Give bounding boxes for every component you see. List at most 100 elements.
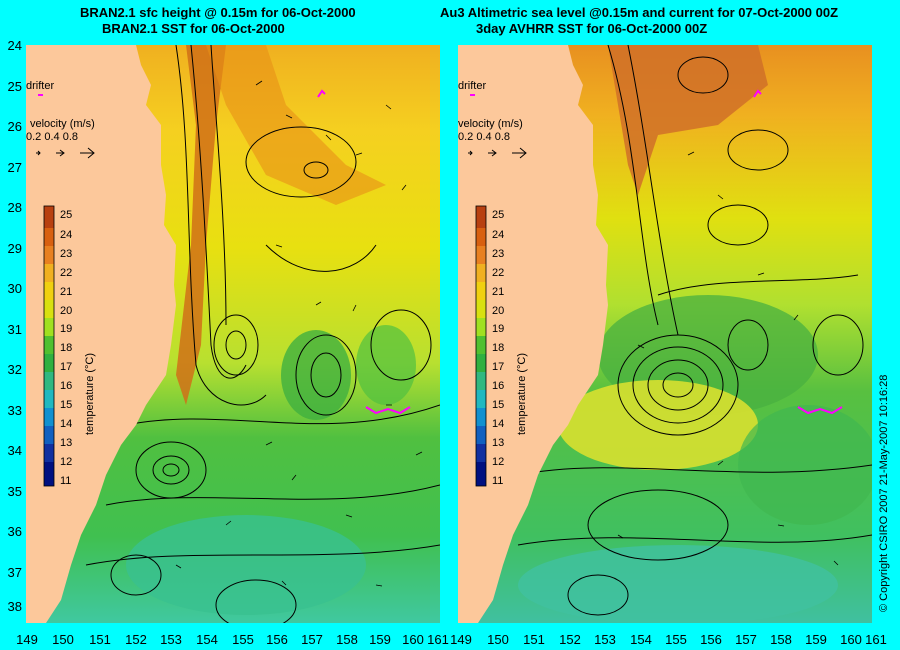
height-contours: [85, 45, 440, 623]
velocity-values: 0.2 0.4 0.8: [26, 131, 78, 143]
colorbar-tick: 16: [492, 380, 505, 392]
colorbar-tick: 24: [492, 229, 505, 241]
height-contours: [517, 45, 872, 616]
lat-label: 24: [7, 38, 22, 53]
current-vectors: [175, 80, 423, 587]
left-title-line2: BRAN2.1 SST for 06-Oct-2000: [102, 21, 285, 36]
lon-label: 149: [16, 632, 38, 647]
lon-label: 150: [487, 632, 509, 647]
velocity-legend-arrows: [468, 147, 527, 159]
lon-label: 157: [735, 632, 757, 647]
colorbar-tick: 13: [492, 437, 505, 449]
colorbar-tick: 21: [60, 286, 73, 298]
lon-label: 159: [805, 632, 827, 647]
drifter-label: drifter: [458, 80, 487, 92]
colorbar-tick: 23: [492, 248, 505, 260]
colorbar-tick: 12: [492, 456, 505, 468]
cool-eddy: [356, 325, 416, 405]
warm-eddy: [558, 380, 758, 470]
lon-label: 161: [427, 632, 449, 647]
australia-land: [458, 45, 608, 623]
colorbar-tick: 14: [60, 418, 73, 430]
lon-label: 160: [840, 632, 862, 647]
colorbar-tick: 22: [60, 267, 73, 279]
warm-region: [608, 45, 768, 195]
lat-label: 30: [7, 281, 22, 296]
colorbar-tick: 18: [60, 342, 73, 354]
colorbar-tick: 19: [60, 323, 73, 335]
right-map-svg: [458, 45, 872, 623]
lat-label: 25: [7, 79, 22, 94]
lat-label: 35: [7, 484, 22, 499]
velocity-values: 0.2 0.4 0.8: [458, 131, 510, 143]
lat-label: 32: [7, 362, 22, 377]
lon-label: 153: [594, 632, 616, 647]
colorbar-tick: 14: [492, 418, 505, 430]
right-title-line2: 3day AVHRR SST for 06-Oct-2000 00Z: [476, 21, 708, 36]
lon-label: 161: [865, 632, 887, 647]
lon-label: 154: [630, 632, 652, 647]
colorbar-tick: 11: [60, 475, 72, 487]
drifter-track: [753, 89, 762, 98]
drifter-label: drifter: [26, 80, 55, 92]
velocity-legend-arrows: [36, 147, 95, 159]
lon-label: 158: [770, 632, 792, 647]
right-title-line1: Au3 Altimetric sea level @0.15m and curr…: [440, 5, 839, 20]
colorbar-tick: 12: [60, 456, 73, 468]
lat-label: 29: [7, 241, 22, 256]
left-map-panel: drifter velocity (m/s) 0.2 0.4 0.8 tempe…: [26, 45, 440, 623]
velocity-label: velocity (m/s): [458, 118, 523, 130]
colorbar-tick: 20: [492, 305, 505, 317]
left-map-svg: [26, 45, 440, 623]
drifter-track: [365, 406, 411, 415]
lon-label: 153: [160, 632, 182, 647]
lat-label: 33: [7, 403, 22, 418]
lon-label: 154: [196, 632, 218, 647]
warm-region: [206, 45, 386, 205]
right-map-panel: drifter velocity (m/s) 0.2 0.4 0.8 tempe…: [458, 45, 872, 623]
velocity-label: velocity (m/s): [30, 118, 95, 130]
drifter-track: [317, 89, 326, 98]
colorbar-tick: 16: [60, 380, 73, 392]
colorbar-tick: 20: [60, 305, 73, 317]
lat-label: 27: [7, 160, 22, 175]
lon-label: 150: [52, 632, 74, 647]
lon-label: 156: [700, 632, 722, 647]
colorbar-title: temperature (°C): [516, 352, 528, 435]
colorbar-tick: 11: [492, 475, 504, 487]
drifter-track: [797, 406, 843, 415]
lat-label: 36: [7, 524, 22, 539]
lon-label: 156: [266, 632, 288, 647]
lon-label: 158: [336, 632, 358, 647]
colorbar-tick: 17: [492, 361, 505, 373]
lon-label: 152: [559, 632, 581, 647]
lon-label: 159: [369, 632, 391, 647]
colorbar: [43, 205, 55, 487]
lon-label: 151: [89, 632, 111, 647]
colorbar-tick: 18: [492, 342, 505, 354]
colorbar-tick: 24: [60, 229, 73, 241]
lon-label: 151: [523, 632, 545, 647]
colorbar-title: temperature (°C): [84, 352, 96, 435]
lat-label: 37: [7, 565, 22, 580]
colorbar-tick: 15: [492, 399, 505, 411]
colorbar-tick: 21: [492, 286, 505, 298]
lat-label: 38: [7, 599, 22, 614]
left-title-line1: BRAN2.1 sfc height @ 0.15m for 06-Oct-20…: [80, 5, 356, 20]
colorbar-tick: 22: [492, 267, 505, 279]
lon-label: 157: [301, 632, 323, 647]
lon-label: 149: [450, 632, 472, 647]
colorbar-tick: 13: [60, 437, 73, 449]
australia-land: [26, 45, 176, 623]
colorbar-tick: 17: [60, 361, 73, 373]
cool-region: [738, 405, 872, 525]
lat-label: 34: [7, 443, 22, 458]
lat-label: 31: [7, 322, 22, 337]
colorbar: [475, 205, 487, 487]
lon-label: 155: [665, 632, 687, 647]
lon-label: 152: [125, 632, 147, 647]
lon-label: 160: [402, 632, 424, 647]
cool-region: [518, 545, 838, 623]
cool-eddy: [281, 330, 351, 420]
current-vectors: [617, 151, 839, 566]
